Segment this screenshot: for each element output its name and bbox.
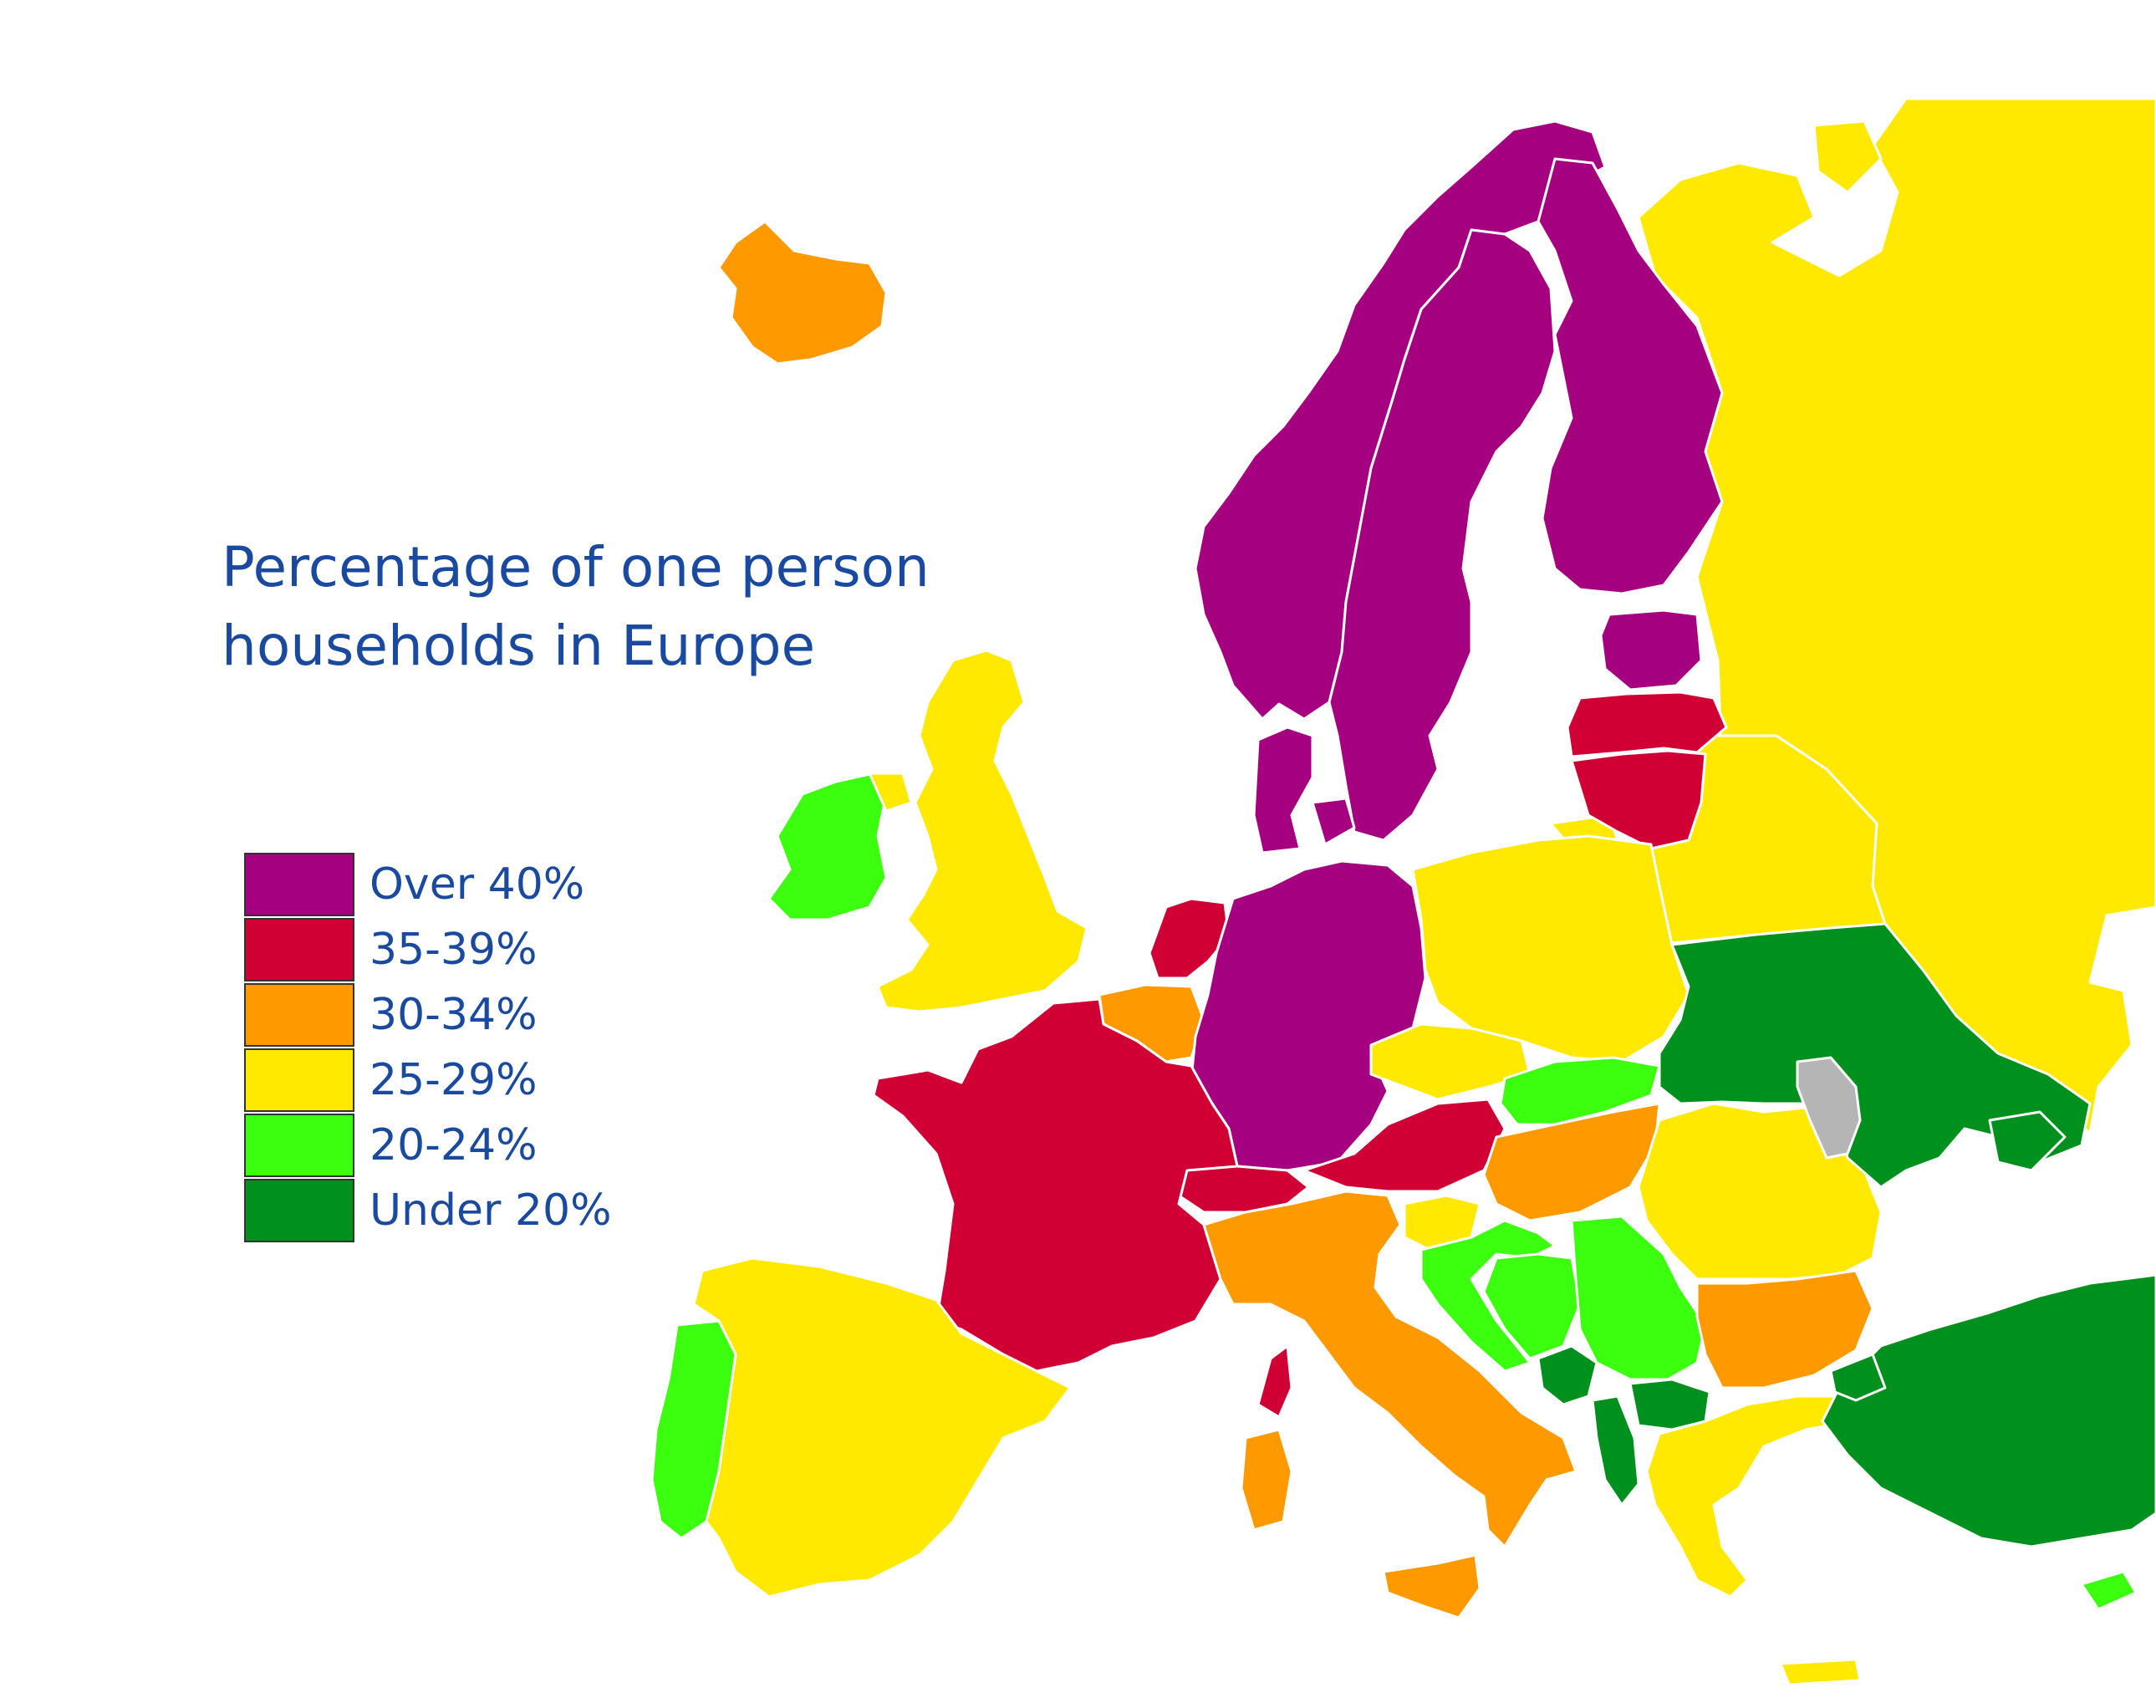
turkey [1821, 1273, 2156, 1548]
crimea [1988, 1110, 2067, 1172]
legend-swatch [244, 983, 354, 1047]
denmark [1252, 726, 1314, 854]
legend-item-under-20: Under 20% [244, 1179, 829, 1244]
austria [1302, 1098, 1506, 1193]
legend-item-25-29: 25-29% [244, 1048, 829, 1114]
turkey-europe [1829, 1353, 1887, 1402]
italy [1202, 1190, 1577, 1548]
legend-item-over-40: Over 40% [244, 853, 829, 918]
legend-swatch [244, 1114, 354, 1177]
latvia [1566, 691, 1728, 758]
legend-item-35-39: 35-39% [244, 918, 829, 983]
moldova [1796, 1056, 1862, 1160]
legend-item-30-34: 30-34% [244, 983, 829, 1048]
netherlands [1148, 897, 1231, 980]
albania [1591, 1394, 1640, 1507]
bosnia [1482, 1252, 1582, 1360]
bulgaria [1695, 1269, 1874, 1389]
hungary [1482, 1102, 1661, 1222]
denmark-islands [1311, 797, 1356, 846]
montenegro [1537, 1344, 1598, 1406]
map-title: Percentage of one person households in E… [222, 535, 930, 678]
romania [1637, 1102, 1883, 1281]
legend-label: 25-29% [370, 1055, 538, 1105]
croatia [1419, 1219, 1557, 1373]
legend-item-20-24: 20-24% [244, 1114, 829, 1179]
estonia [1599, 609, 1703, 691]
sicily [1382, 1553, 1481, 1619]
united-kingdom [876, 649, 1088, 1013]
legend-label: Under 20% [370, 1185, 612, 1236]
legend-swatch [244, 918, 354, 981]
iceland [717, 220, 888, 365]
poland [1411, 834, 1690, 1063]
legend-label: 35-39% [370, 925, 538, 975]
northern-ireland [868, 772, 913, 813]
cyprus [2080, 1570, 2138, 1611]
france [872, 997, 1239, 1373]
legend-label: 30-34% [370, 990, 538, 1040]
germany [1190, 859, 1427, 1172]
spain [692, 1257, 1072, 1598]
slovakia [1499, 1056, 1661, 1126]
serbia [1570, 1215, 1707, 1381]
legend-swatch [244, 853, 354, 916]
finland [1537, 157, 1724, 595]
sardinia [1240, 1428, 1293, 1532]
legend-label: 20-24% [370, 1120, 538, 1170]
legend-label: Over 40% [370, 859, 585, 910]
ukraine [1658, 922, 2092, 1189]
russia-north-island [1812, 120, 1883, 194]
greece [1645, 1394, 1853, 1598]
legend-swatch [244, 1048, 354, 1112]
crete [1779, 1658, 1862, 1686]
corsica [1256, 1344, 1293, 1419]
legend-swatch [244, 1179, 354, 1242]
lithuania [1570, 749, 1707, 850]
sweden [1328, 228, 1557, 842]
norway [1194, 120, 1607, 721]
